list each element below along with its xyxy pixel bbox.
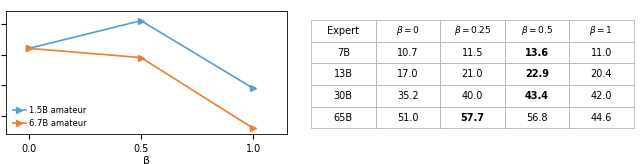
1.5B amateur [25,47,33,49]
6.7B amateur [25,47,33,49]
1.5B amateur [137,20,145,22]
Legend: 1.5B amateur, 6.7B amateur: 1.5B amateur, 6.7B amateur [11,103,89,130]
X-axis label: β: β [143,156,150,164]
Line: 6.7B amateur: 6.7B amateur [26,46,256,131]
Line: 1.5B amateur: 1.5B amateur [26,18,256,91]
6.7B amateur [137,57,145,59]
1.5B amateur [250,87,257,89]
6.7B amateur [250,127,257,129]
